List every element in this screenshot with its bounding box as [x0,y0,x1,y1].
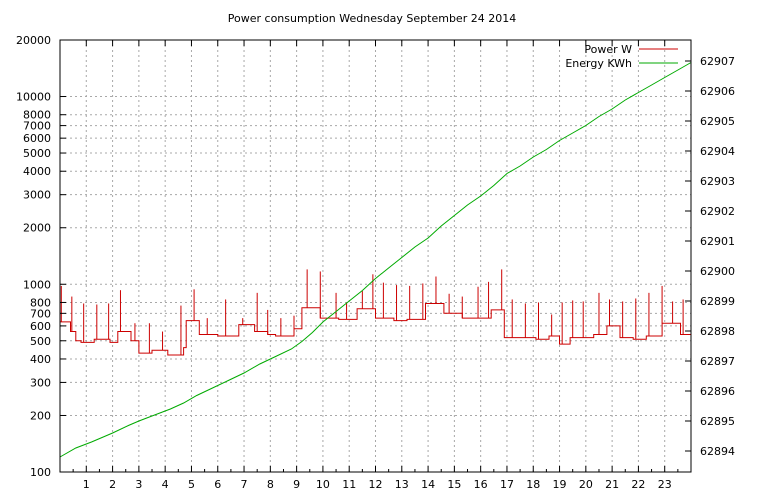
x-tick-label: 18 [526,478,540,491]
legend: Power W Energy KWh [565,43,678,70]
y-tick-label: 5000 [23,147,51,160]
y-tick-label: 800 [30,296,51,309]
power-series-line [60,303,691,356]
y2-tick-label: 62901 [700,235,735,248]
x-tick-label: 8 [267,478,274,491]
x-tick-label: 9 [293,478,300,491]
y-tick-label: 7000 [23,120,51,133]
y2-tick-label: 62894 [700,445,735,458]
chart-title: Power consumption Wednesday September 24… [228,12,516,25]
y2-tick-label: 62900 [700,265,735,278]
x-tick-label: 7 [241,478,248,491]
x-tick-label: 3 [135,478,142,491]
y-tick-label: 100 [30,466,51,479]
y-tick-label: 600 [30,320,51,333]
x-tick-label: 22 [631,478,645,491]
y-tick-label: 400 [30,353,51,366]
tick-layer: 1 2 3 4 5 6 7 8 9 10 11 12 13 14 15 16 17 18 19 20 21 22 23100… [16,34,735,491]
y2-tick-label: 62907 [700,55,735,68]
legend-label-energy: Energy KWh [565,57,632,70]
x-tick-label: 21 [605,478,619,491]
x-tick-label: 19 [553,478,567,491]
x-tick-label: 11 [342,478,356,491]
y-tick-label: 1000 [23,278,51,291]
y2-tick-label: 62895 [700,415,735,428]
legend-label-power: Power W [584,43,632,56]
series-layer [59,62,692,458]
y2-tick-label: 62897 [700,355,735,368]
y-tick-label: 4000 [23,165,51,178]
y2-tick-label: 62904 [700,145,735,158]
x-tick-label: 16 [474,478,488,491]
y2-tick-label: 62898 [700,325,735,338]
y2-tick-label: 62905 [700,115,735,128]
x-tick-label: 6 [214,478,221,491]
x-tick-label: 13 [395,478,409,491]
y2-tick-label: 62906 [700,85,735,98]
x-tick-label: 5 [188,478,195,491]
y-tick-label: 8000 [23,109,51,122]
x-tick-label: 14 [421,478,435,491]
y-tick-label: 20000 [16,34,51,47]
x-tick-label: 2 [109,478,116,491]
y-tick-label: 700 [30,307,51,320]
x-tick-label: 23 [658,478,672,491]
x-tick-label: 12 [369,478,383,491]
y-tick-label: 200 [30,409,51,422]
y-tick-label: 10000 [16,91,51,104]
x-tick-label: 10 [316,478,330,491]
x-tick-label: 15 [447,478,461,491]
y-tick-label: 2000 [23,222,51,235]
y-tick-label: 6000 [23,132,51,145]
grid-layer [60,40,691,472]
y-tick-label: 500 [30,335,51,348]
x-tick-label: 20 [579,478,593,491]
y2-tick-label: 62899 [700,295,735,308]
y2-tick-label: 62896 [700,385,735,398]
x-tick-label: 4 [162,478,169,491]
y2-tick-label: 62902 [700,205,735,218]
energy-series-line [59,62,692,458]
x-tick-label: 1 [83,478,90,491]
y2-tick-label: 62903 [700,175,735,188]
y-tick-label: 300 [30,376,51,389]
x-tick-label: 17 [500,478,514,491]
y-tick-label: 3000 [23,189,51,202]
